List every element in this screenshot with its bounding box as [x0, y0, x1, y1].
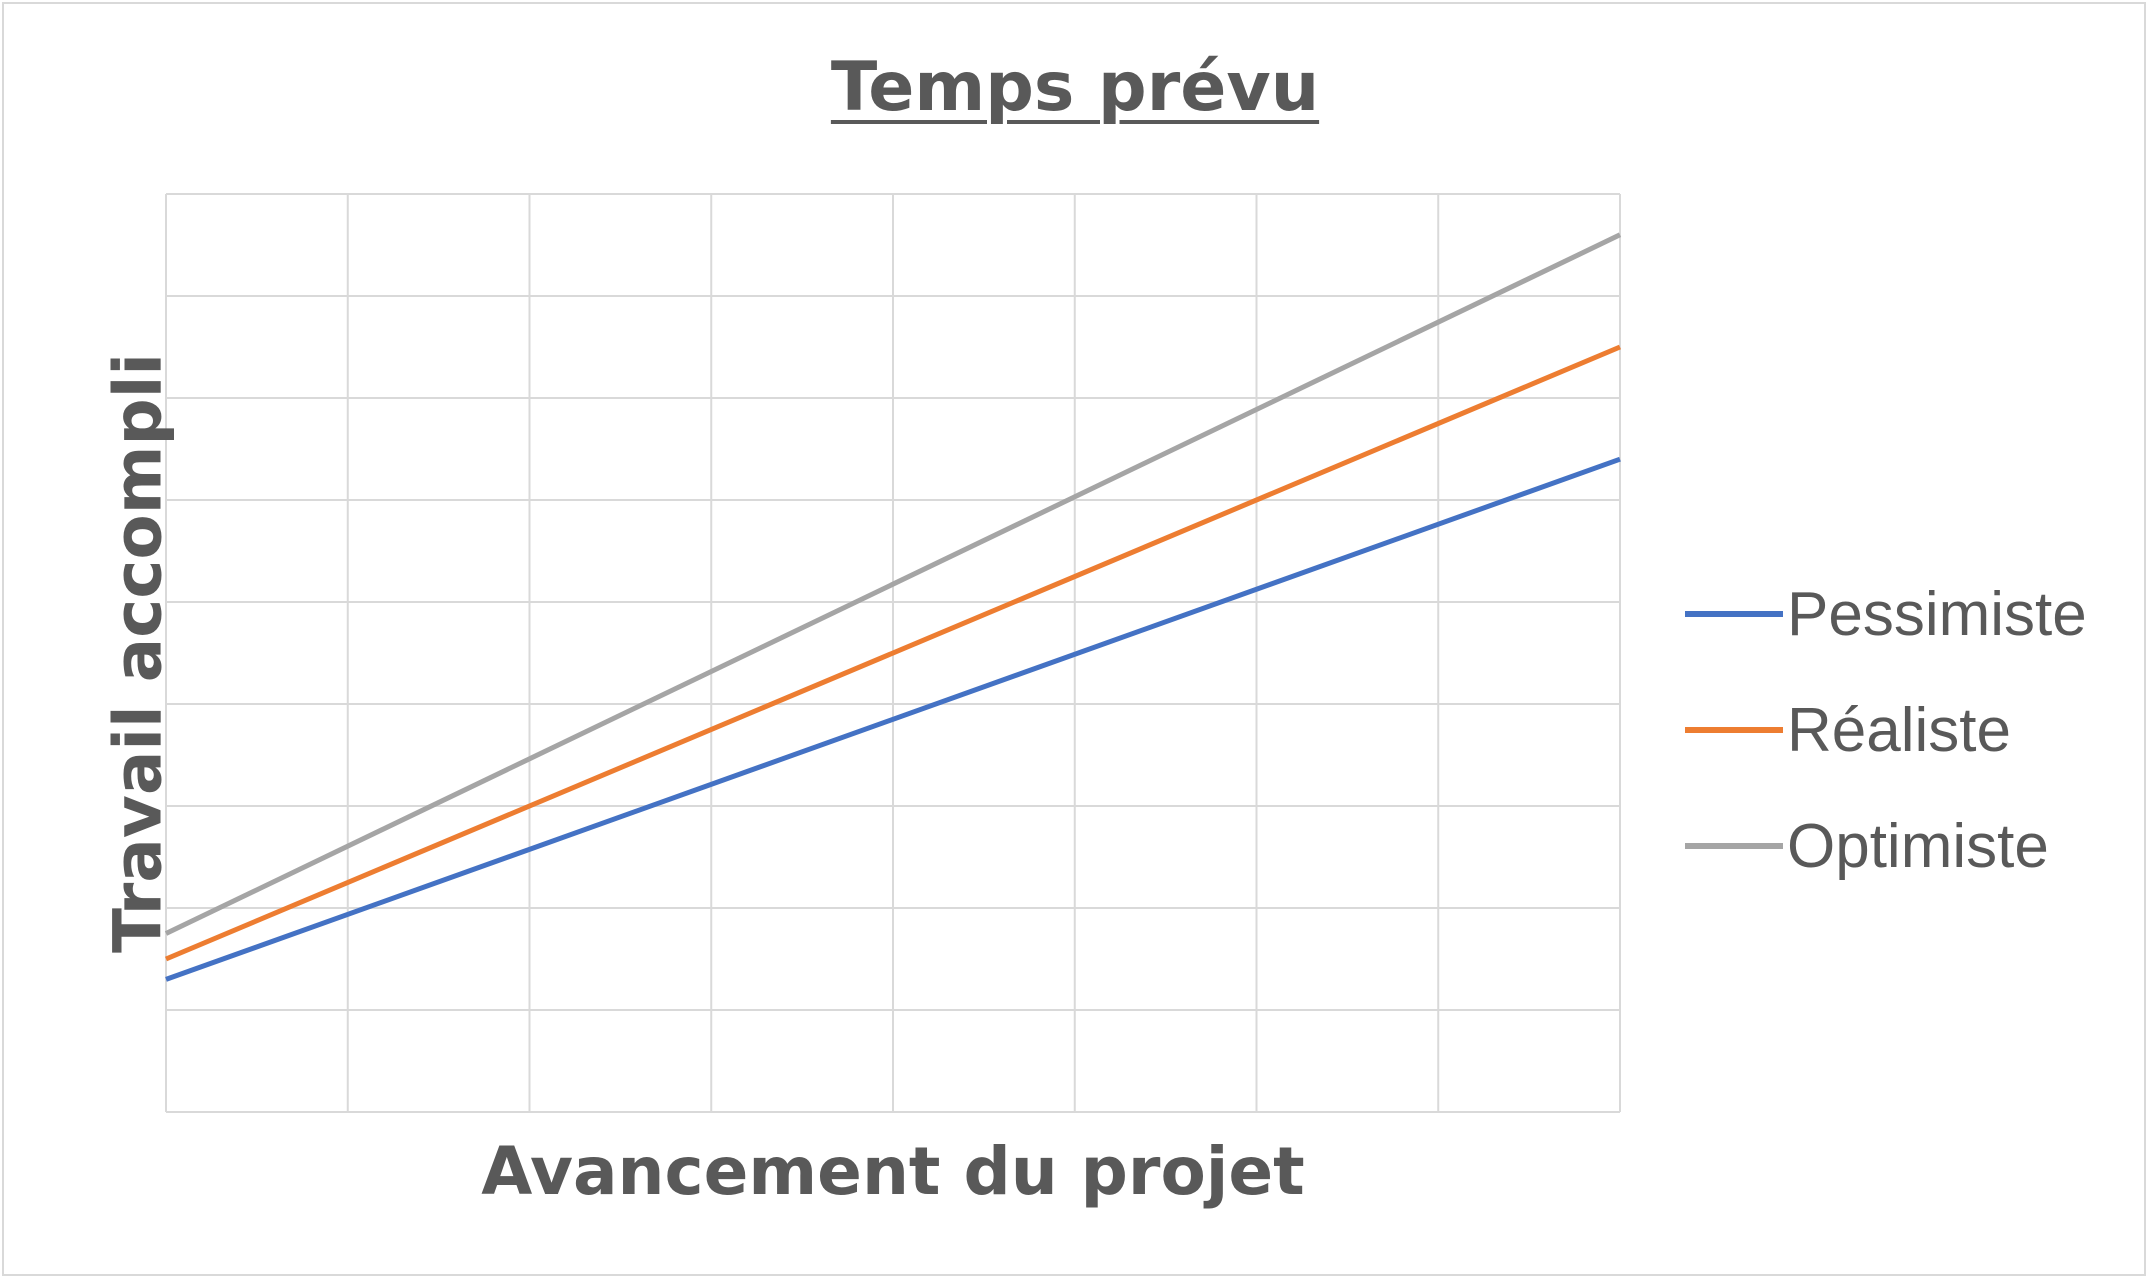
legend-swatch-optimiste	[1685, 843, 1783, 849]
series-line-optimiste	[164, 232, 1622, 936]
legend-item-pessimiste: Pessimiste	[1685, 556, 2087, 672]
chart-title: Temps prévu	[830, 48, 1320, 127]
series-line-pessimiste	[165, 456, 1621, 982]
legend-label-optimiste: Optimiste	[1787, 811, 2049, 881]
legend-item-optimiste: Optimiste	[1685, 788, 2087, 904]
legend: Pessimiste Réaliste Optimiste	[1685, 556, 2087, 904]
legend-swatch-pessimiste	[1685, 611, 1783, 617]
grid	[165, 193, 1621, 1113]
series-lines	[164, 232, 1622, 982]
x-axis-label: Avancement du projet	[481, 1133, 1305, 1210]
legend-label-realiste: Réaliste	[1787, 695, 2011, 765]
legend-swatch-realiste	[1685, 727, 1783, 733]
series-line-realiste	[165, 344, 1621, 962]
legend-label-pessimiste: Pessimiste	[1787, 579, 2087, 649]
y-axis-label: Travail accompli	[99, 352, 177, 954]
legend-item-realiste: Réaliste	[1685, 672, 2087, 788]
